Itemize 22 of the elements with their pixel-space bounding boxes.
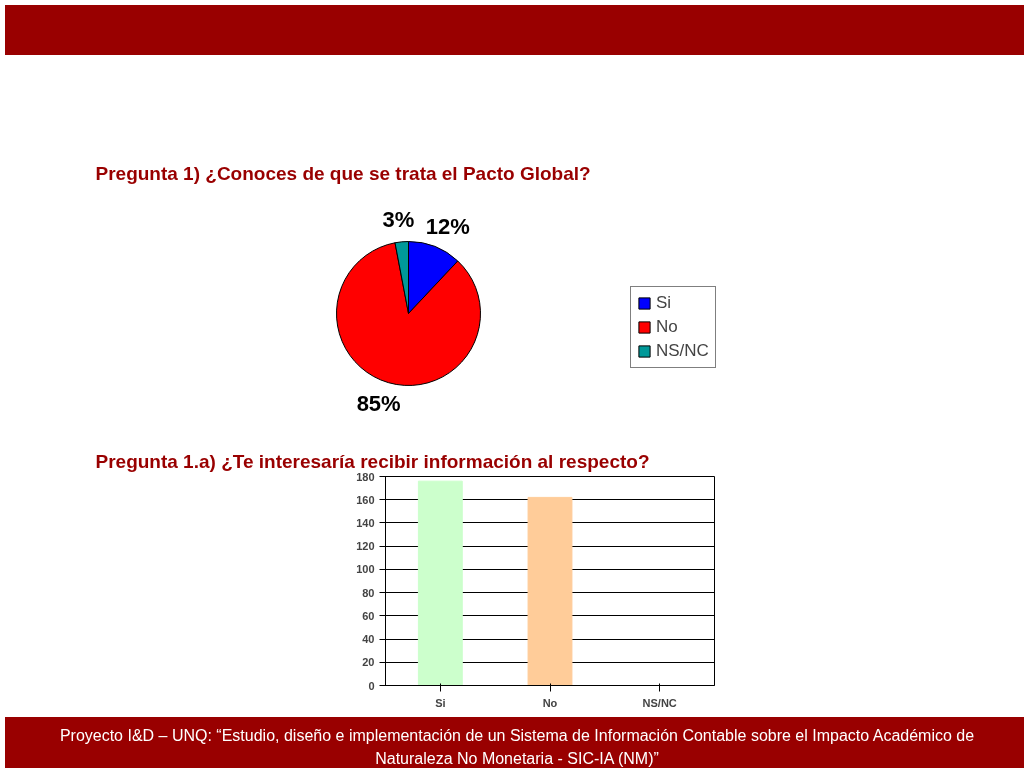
legend-label: Si	[656, 293, 673, 313]
data-label: 12%	[425, 213, 470, 239]
y-tick-label: 180	[356, 470, 375, 483]
y-tick-label: 140	[356, 516, 375, 529]
y-tick-label: 120	[356, 540, 375, 553]
y-tick-label: 160	[356, 493, 375, 506]
y-tick-label: 80	[362, 586, 375, 599]
legend-label: No	[656, 317, 678, 337]
chart-title: Pregunta 1) ¿Conoces de que se trata el Pacto Global?	[95, 162, 591, 184]
data-label: 85%	[356, 391, 401, 417]
legend-label: NS/NC	[656, 341, 709, 361]
y-tick-label: 0	[368, 679, 375, 692]
x-tick-label: Si	[435, 696, 446, 709]
data-label: 3%	[382, 207, 415, 233]
text: Proyecto I&D – UNQ: “Estudio, diseño e implementación de un Sistema de Información Contable sobre el Impacto Académico de Naturaleza No Monetaria - SIC-IA (NM)”	[58, 726, 976, 768]
y-tick-label: 40	[362, 633, 375, 646]
chart-title: Pregunta 1.a) ¿Te interesaría recibir información al respecto?	[95, 450, 650, 472]
y-tick-label: 60	[362, 609, 375, 622]
y-tick-label: 100	[356, 563, 375, 576]
y-tick-label: 20	[362, 656, 375, 669]
x-tick-label: NS/NC	[642, 696, 677, 709]
x-tick-label: No	[542, 696, 558, 709]
